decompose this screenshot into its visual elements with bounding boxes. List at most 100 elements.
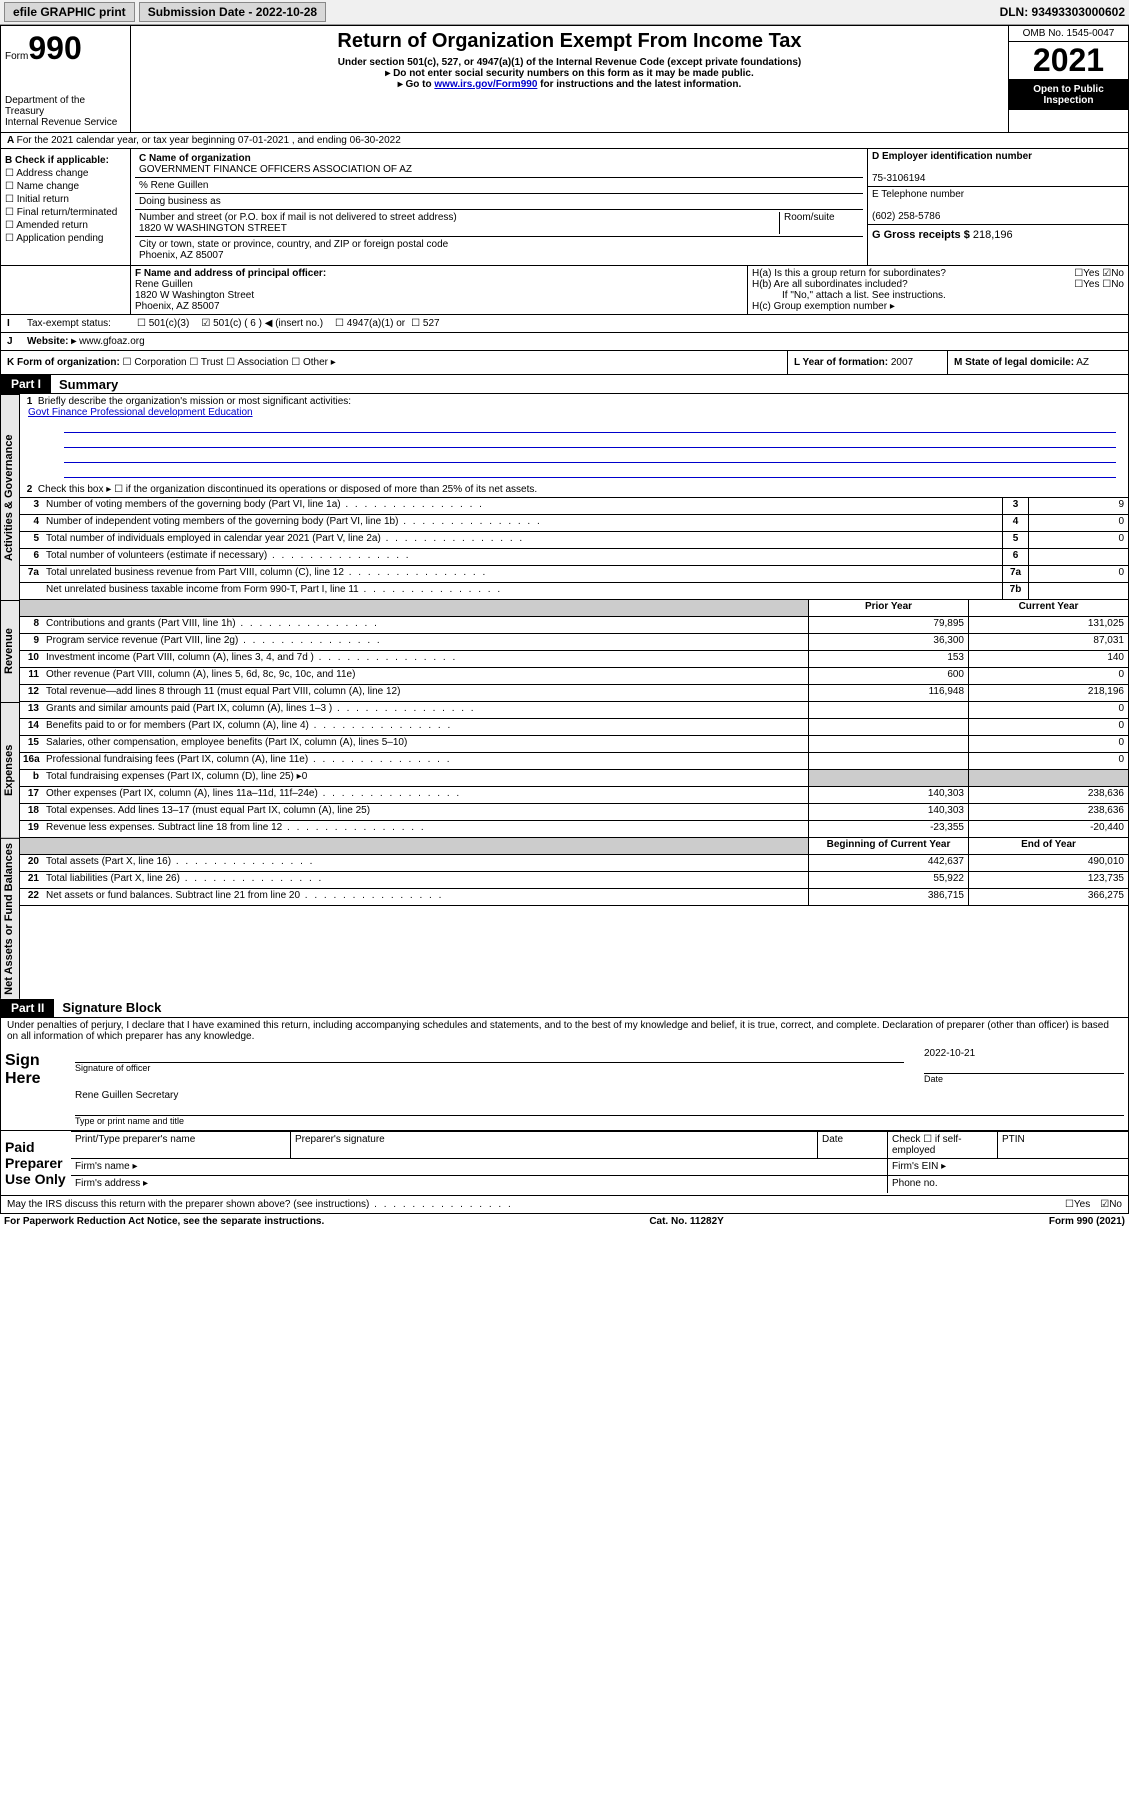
k-corp[interactable]: Corporation [134,357,186,368]
discuss-row: May the IRS discuss this return with the… [0,1196,1129,1214]
line11-curr: 0 [968,668,1128,684]
org-name: GOVERNMENT FINANCE OFFICERS ASSOCIATION … [139,164,412,175]
dln-label: DLN: 93493303000602 [1000,5,1125,19]
sub3-pre: ▸ Go to [398,79,435,90]
room-label: Room/suite [784,212,835,223]
form-id-block: Form990 Department of the Treasury Inter… [1,26,131,132]
care-of: % Rene Guillen [135,178,863,194]
line21-desc: Total liabilities (Part X, line 26) [42,872,808,888]
part1-title: Summary [51,377,118,392]
e-label: E Telephone number [872,189,964,200]
line17-desc: Other expenses (Part IX, column (A), lin… [42,787,808,803]
efile-button[interactable]: efile GRAPHIC print [4,2,135,22]
line5-val: 0 [1028,532,1128,548]
line18-desc: Total expenses. Add lines 13–17 (must eq… [42,804,808,820]
line15-curr: 0 [968,736,1128,752]
line6-desc: Total number of volunteers (estimate if … [42,549,1002,565]
irs-label: Internal Revenue Service [5,117,126,128]
form-title: Return of Organization Exempt From Incom… [139,30,1000,53]
line17-curr: 238,636 [968,787,1128,803]
b-opt-amended[interactable]: ☐ Amended return [5,220,126,231]
k-label: K Form of organization: [7,357,120,368]
phone-value: (602) 258-5786 [872,211,940,222]
discuss-no[interactable]: ☑No [1100,1199,1122,1210]
omb-number: OMB No. 1545-0047 [1009,26,1128,42]
preparer-name-hdr: Print/Type preparer's name [71,1132,291,1158]
line16a-desc: Professional fundraising fees (Part IX, … [42,753,808,769]
f-label: F Name and address of principal officer: [135,268,326,279]
footer: For Paperwork Reduction Act Notice, see … [0,1214,1129,1229]
dba-label: Doing business as [139,196,221,207]
state-domicile: AZ [1076,357,1089,368]
m-label: M State of legal domicile: [954,357,1074,368]
sig-of-officer-label: Signature of officer [75,1063,904,1073]
i-527[interactable]: ☐ 527 [411,318,439,329]
ptin-hdr: PTIN [998,1132,1128,1158]
line19-prior: -23,355 [808,821,968,837]
b-opt-final[interactable]: ☐ Final return/terminated [5,207,126,218]
header-sub2: ▸ Do not enter social security numbers o… [139,68,1000,79]
line12-desc: Total revenue—add lines 8 through 11 (mu… [42,685,808,701]
discuss-yes[interactable]: ☐Yes [1065,1199,1090,1210]
section-c: C Name of organization GOVERNMENT FINANC… [131,149,868,265]
k-assoc[interactable]: Association [237,357,288,368]
form-header: Form990 Department of the Treasury Inter… [0,25,1129,133]
line8-desc: Contributions and grants (Part VIII, lin… [42,617,808,633]
k-other[interactable]: Other ▸ [303,357,336,368]
line7a-val: 0 [1028,566,1128,582]
officer-addr1: 1820 W Washington Street [135,290,254,301]
line3-val: 9 [1028,498,1128,514]
line8-prior: 79,895 [808,617,968,633]
line3-desc: Number of voting members of the governin… [42,498,1002,514]
i-501c[interactable]: ☑ 501(c) ( 6 ) ◀ (insert no.) [201,318,323,329]
g-label: G Gross receipts $ [872,229,970,241]
q2-label: Check this box ▸ ☐ if the organization d… [38,484,537,495]
vtab-governance: Activities & Governance [0,394,20,600]
sign-date: 2022-10-21 [924,1048,1124,1059]
line14-desc: Benefits paid to or for members (Part IX… [42,719,808,735]
firm-name-label: Firm's name ▸ [71,1159,888,1175]
tax-year: 2021 [1009,42,1128,80]
line10-prior: 153 [808,651,968,667]
part2-title: Signature Block [54,1000,161,1015]
line19-desc: Revenue less expenses. Subtract line 18 … [42,821,808,837]
line14-prior [808,719,968,735]
b-opt-pending[interactable]: ☐ Application pending [5,233,126,244]
b-opt-initial[interactable]: ☐ Initial return [5,194,126,205]
line16a-prior [808,753,968,769]
eoy-hdr: End of Year [968,838,1128,854]
form-ref: Form 990 (2021) [1049,1216,1125,1227]
section-deg: D Employer identification number 75-3106… [868,149,1128,265]
firm-ein-label: Firm's EIN ▸ [888,1159,1128,1175]
vtab-revenue: Revenue [0,600,20,702]
expenses-section: Expenses 13Grants and similar amounts pa… [0,702,1129,838]
line11-desc: Other revenue (Part VIII, column (A), li… [42,668,808,684]
line12-curr: 218,196 [968,685,1128,701]
instructions-link[interactable]: www.irs.gov/Form990 [434,79,537,90]
print-name-label: Type or print name and title [75,1116,184,1126]
i-label: Tax-exempt status: [27,318,137,329]
paid-label: Paid Preparer Use Only [1,1131,71,1195]
hb-label: H(b) Are all subordinates included? [752,279,908,290]
line19-curr: -20,440 [968,821,1128,837]
ha-label: H(a) Is this a group return for subordin… [752,268,946,279]
b-opt-address[interactable]: ☐ Address change [5,168,126,179]
city-value: Phoenix, AZ 85007 [139,250,224,261]
line6-val [1028,549,1128,565]
vtab-expenses: Expenses [0,702,20,838]
line13-desc: Grants and similar amounts paid (Part IX… [42,702,808,718]
firm-addr-label: Firm's address ▸ [71,1176,888,1193]
city-label: City or town, state or province, country… [139,239,448,250]
revenue-section: Revenue Prior YearCurrent Year 8Contribu… [0,600,1129,702]
submission-date-button[interactable]: Submission Date - 2022-10-28 [139,2,326,22]
current-year-hdr: Current Year [968,600,1128,616]
b-opt-name[interactable]: ☐ Name change [5,181,126,192]
c-name-label: C Name of organization [139,153,251,164]
header-right: OMB No. 1545-0047 2021 Open to Public In… [1008,26,1128,132]
i-501c3[interactable]: ☐ 501(c)(3) [137,318,189,329]
part1-label: Part I [1,375,51,393]
k-trust[interactable]: Trust [201,357,223,368]
sign-label: Sign Here [1,1044,71,1130]
i-4947[interactable]: ☐ 4947(a)(1) or [335,318,405,329]
pra-notice: For Paperwork Reduction Act Notice, see … [4,1216,324,1227]
